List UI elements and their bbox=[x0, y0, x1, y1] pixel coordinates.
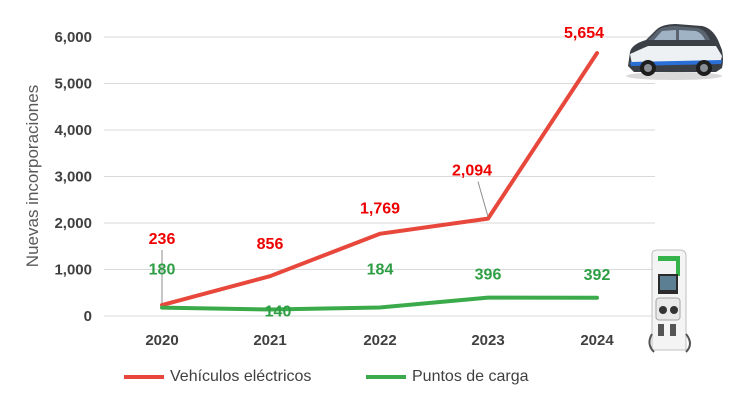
y-tick-label: 0 bbox=[84, 308, 92, 325]
legend-swatch-puntos bbox=[366, 375, 406, 379]
y-tick-label: 2,000 bbox=[54, 215, 92, 232]
data-labels: 236 856 1,769 2,094 5,654 180 140 184 396 392 bbox=[149, 25, 611, 320]
charging-station-icon bbox=[648, 249, 691, 353]
y-tick-label: 3,000 bbox=[54, 169, 92, 186]
y-tick-label: 5,000 bbox=[54, 76, 92, 93]
data-label: 180 bbox=[149, 262, 176, 279]
electric-car-icon bbox=[626, 24, 723, 80]
legend-item-puntos: Puntos de carga bbox=[366, 368, 529, 386]
legend-label-puntos: Puntos de carga bbox=[412, 368, 529, 385]
legend-label-vehiculos: Vehículos eléctricos bbox=[170, 368, 312, 385]
y-tick-label: 4,000 bbox=[54, 122, 92, 139]
data-label: 396 bbox=[475, 267, 502, 284]
series-line bbox=[160, 51, 599, 308]
series-line bbox=[160, 295, 599, 312]
data-label: 856 bbox=[257, 236, 284, 253]
x-tick-label: 2021 bbox=[253, 332, 286, 349]
x-tick-label: 2024 bbox=[580, 332, 614, 349]
data-label: 2,094 bbox=[452, 163, 492, 180]
y-axis-ticks: 0 1,000 2,000 3,000 4,000 5,000 6,000 bbox=[54, 29, 92, 325]
data-label: 392 bbox=[584, 267, 611, 284]
y-axis-label: Nuevas incorporaciones bbox=[23, 85, 42, 267]
data-label: 5,654 bbox=[564, 25, 604, 42]
data-label: 140 bbox=[265, 303, 292, 320]
leader-line bbox=[477, 181, 489, 217]
series-lines bbox=[160, 51, 599, 312]
gridlines bbox=[104, 36, 655, 317]
y-tick-label: 6,000 bbox=[54, 29, 92, 46]
data-label: 236 bbox=[149, 231, 176, 248]
x-axis-ticks: 2020 2021 2022 2023 2024 bbox=[145, 332, 614, 349]
y-tick-label: 1,000 bbox=[54, 262, 92, 279]
data-label: 1,769 bbox=[360, 201, 400, 218]
x-tick-label: 2020 bbox=[145, 332, 178, 349]
legend-item-vehiculos: Vehículos eléctricos bbox=[124, 368, 311, 386]
x-tick-label: 2023 bbox=[471, 332, 504, 349]
legend: Vehículos eléctricos Puntos de carga bbox=[0, 368, 738, 392]
data-label: 184 bbox=[367, 261, 394, 278]
x-tick-label: 2022 bbox=[363, 332, 396, 349]
legend-swatch-vehiculos bbox=[124, 375, 164, 379]
